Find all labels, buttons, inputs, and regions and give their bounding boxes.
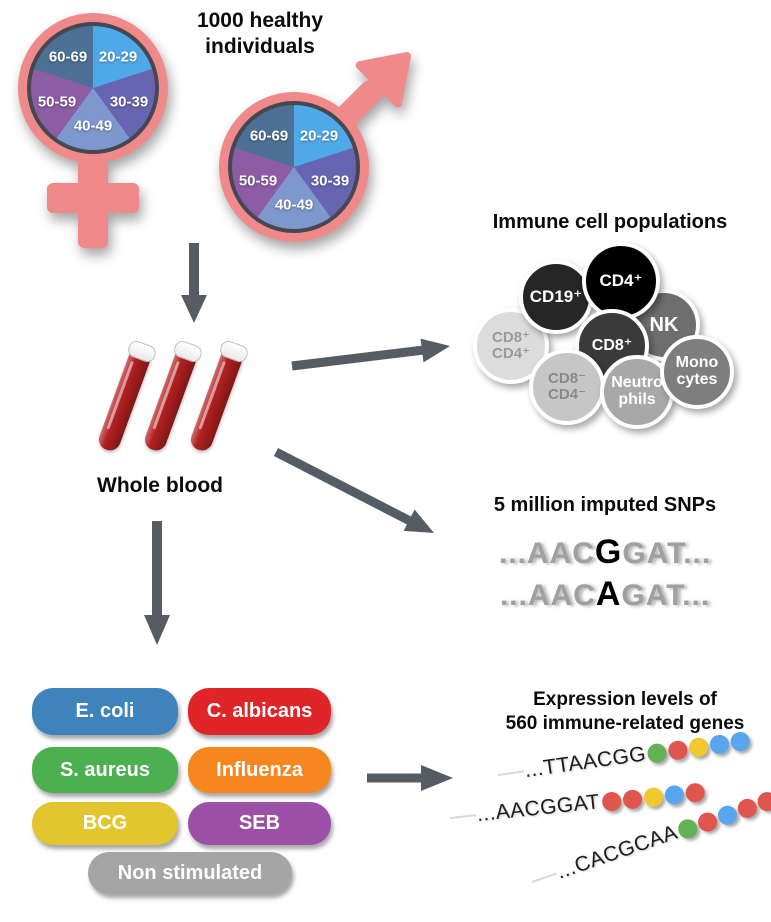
- gene-sequence: ...TTAACGG: [523, 742, 648, 783]
- immune-cell-monocytes: Mono cytes: [660, 335, 734, 409]
- seq-suffix: GAT...: [622, 537, 712, 570]
- snp-sequence-row: ...AACAGAT...: [440, 574, 770, 616]
- expression-dot: [695, 809, 720, 834]
- expression-dot: [621, 788, 643, 810]
- female-circle: 20-29 30-39 40-49 50-59 60-69: [18, 13, 168, 163]
- immune-cell-cd4: CD4⁺: [582, 242, 660, 320]
- cell-label: Mono cytes: [675, 354, 719, 388]
- age-pie: 20-29 30-39 40-49 50-59 60-69: [27, 22, 159, 154]
- arrow-down-to-stimuli-icon: [144, 521, 170, 645]
- stimulus-pill-seb: SEB: [188, 802, 331, 845]
- snp-sequence-row: ...AACGGAT...: [440, 532, 770, 574]
- pill-label: Influenza: [216, 758, 303, 781]
- snp-sequences: ...AACGGAT... ...AACAGAT...: [440, 532, 770, 616]
- whole-blood-label: Whole blood: [97, 474, 223, 497]
- gene-sequence: ...CACGCAA: [553, 820, 681, 884]
- expression-dot: [729, 730, 752, 752]
- gene-sequence: ...AACGGAT: [475, 790, 601, 827]
- immune-cells-cluster: CD8⁺ CD4⁺ CD19⁺ NK CD4⁺ CD8⁺ CD8⁻ CD4⁻ N…: [460, 240, 760, 440]
- male-circle: 20-29 30-39 40-49 50-59 60-69: [219, 92, 369, 242]
- age-pie-label: 20-29: [98, 48, 138, 66]
- expression-dot: [646, 741, 669, 764]
- age-pie-label: 60-69: [48, 48, 88, 66]
- pill-label: S. aureus: [59, 758, 151, 781]
- pill-label: BCG: [82, 812, 128, 834]
- expression-dot: [755, 788, 771, 814]
- arrow-to-cells-icon: [291, 338, 450, 371]
- female-symbol-icon: 20-29 30-39 40-49 50-59 60-69: [8, 4, 198, 254]
- expression-dot: [642, 786, 664, 808]
- age-pie-label: 40-49: [73, 117, 113, 135]
- age-pie-label: 40-49: [274, 196, 314, 214]
- cell-label: Neutro phils: [611, 374, 663, 408]
- expression-heading-line1: Expression levels of: [533, 689, 717, 710]
- expression-heading-line2: 560 immune-related genes: [505, 712, 745, 734]
- age-pie-label: 30-39: [109, 93, 149, 111]
- expression-dot: [688, 736, 710, 758]
- expression-dot: [735, 795, 760, 820]
- cell-label: CD8⁻ CD4⁻: [548, 370, 586, 403]
- seq-variant-allele: G: [594, 533, 623, 571]
- pill-label: SEB: [238, 812, 281, 834]
- cell-label: NK: [649, 313, 679, 336]
- arrow-right-to-expression-icon: [367, 765, 453, 791]
- page-title: 1000 healthy individuals: [196, 9, 324, 58]
- seq-variant-allele: A: [595, 575, 622, 613]
- gene-row: ...TTAACGG: [496, 728, 752, 787]
- stimulus-pill-calbicans: C. albicans: [188, 688, 331, 735]
- arrow-down-to-blood-icon: [181, 243, 207, 323]
- male-symbol-icon: 20-29 30-39 40-49 50-59 60-69: [219, 40, 449, 255]
- age-pie-label: 60-69: [249, 127, 289, 145]
- age-pie-label: 30-39: [310, 172, 350, 190]
- cell-label: CD19⁺: [529, 287, 583, 307]
- pill-label: C. albicans: [206, 700, 313, 722]
- age-pie-label: 20-29: [299, 127, 339, 145]
- expression-dot: [667, 738, 689, 761]
- tube-blood: [95, 350, 152, 454]
- tube-blood: [187, 350, 244, 454]
- pill-label: E. coli: [75, 700, 135, 722]
- expression-dot: [684, 781, 706, 803]
- expression-dot: [709, 733, 731, 755]
- pill-label: Non stimulated: [117, 861, 263, 884]
- cell-label: CD8⁺: [591, 336, 633, 354]
- immune-populations-heading: Immune cell populations: [492, 211, 728, 233]
- expression-dot: [675, 816, 700, 841]
- stimulus-pill-ecoli: E. coli: [32, 688, 178, 735]
- expression-dot: [600, 790, 622, 812]
- age-pie-label: 50-59: [37, 93, 77, 111]
- immune-cell-cd8neg-cd4neg: CD8⁻ CD4⁻: [529, 349, 605, 425]
- snps-heading: 5 million imputed SNPs: [493, 494, 717, 516]
- arrow-to-snps-icon: [273, 447, 434, 533]
- immune-cell-cd19: CD19⁺: [519, 260, 593, 334]
- stimulus-pill-saureus: S. aureus: [32, 747, 178, 793]
- seq-suffix: GAT...: [621, 579, 711, 612]
- expression-heading: Expression levels of 560 immune-related …: [470, 688, 771, 736]
- cell-label: CD4⁺: [599, 271, 643, 291]
- stimulus-pill-nonstimulated: Non stimulated: [88, 852, 292, 894]
- seq-prefix: ...AAC: [499, 579, 596, 612]
- age-pie-label: 50-59: [238, 172, 278, 190]
- expression-dot: [715, 802, 740, 827]
- blood-tubes: [92, 338, 262, 462]
- expression-dot: [663, 784, 685, 805]
- stimulus-pill-influenza: Influenza: [188, 747, 331, 793]
- age-pie: 20-29 30-39 40-49 50-59 60-69: [228, 101, 360, 233]
- female-cross-horizontal: [47, 183, 139, 213]
- tube-blood: [141, 350, 198, 454]
- seq-prefix: ...AAC: [498, 537, 595, 570]
- stimulus-pill-bcg: BCG: [32, 802, 178, 845]
- cell-label: CD8⁺ CD4⁺: [492, 329, 530, 362]
